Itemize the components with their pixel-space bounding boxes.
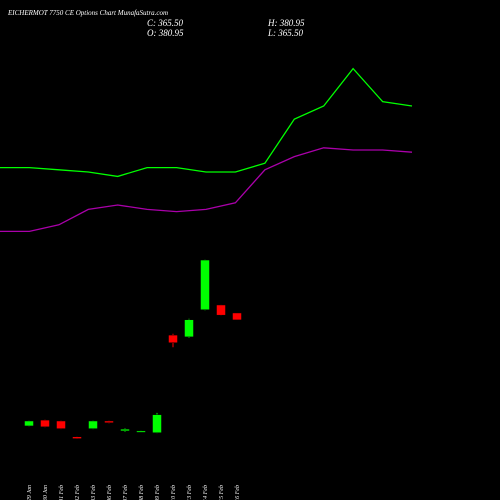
candle-body xyxy=(184,319,194,338)
candle-body xyxy=(168,334,178,344)
candle-body xyxy=(104,420,114,424)
x-tick-label: 15 Feb xyxy=(219,485,225,500)
indicator-line xyxy=(0,67,413,178)
x-tick-label: 10 Feb xyxy=(171,485,177,500)
indicator-line xyxy=(0,147,413,233)
x-tick-label: 03 Feb xyxy=(91,485,97,500)
x-tick-label: 02 Feb xyxy=(75,485,81,500)
x-tick-label: 16 Feb xyxy=(235,485,241,500)
candle-body xyxy=(152,414,162,433)
x-tick-label: 30 Jan xyxy=(43,485,49,500)
x-tick-label: 14 Feb xyxy=(202,485,209,500)
candle-body xyxy=(88,420,98,429)
candle-body xyxy=(232,312,242,321)
x-tick-label: 29 Jan xyxy=(27,485,33,500)
open-label: O: 380.95 xyxy=(147,28,184,38)
candle-body xyxy=(24,420,34,427)
candle-body xyxy=(200,259,210,311)
candle-body xyxy=(136,430,146,433)
candle-body xyxy=(56,420,66,429)
x-tick-label: 09 Feb xyxy=(155,485,161,500)
close-label: C: 365.50 xyxy=(147,18,184,28)
x-tick-label: 01 Feb xyxy=(59,485,65,500)
candle-body xyxy=(40,419,50,428)
low-label: L: 365.50 xyxy=(267,28,304,38)
x-tick-label: 13 Feb xyxy=(187,485,193,500)
candle-body xyxy=(120,428,130,432)
candle-body xyxy=(216,304,226,316)
candle-body xyxy=(72,436,82,439)
chart-title: EICHERMOT 7750 CE Options Chart MunafaSu… xyxy=(7,9,168,17)
x-tick-label: 06 Feb xyxy=(107,485,113,500)
high-label: H: 380.95 xyxy=(267,18,305,28)
x-tick-label: 07 Feb xyxy=(123,485,129,500)
x-tick-label: 08 Feb xyxy=(139,485,145,500)
